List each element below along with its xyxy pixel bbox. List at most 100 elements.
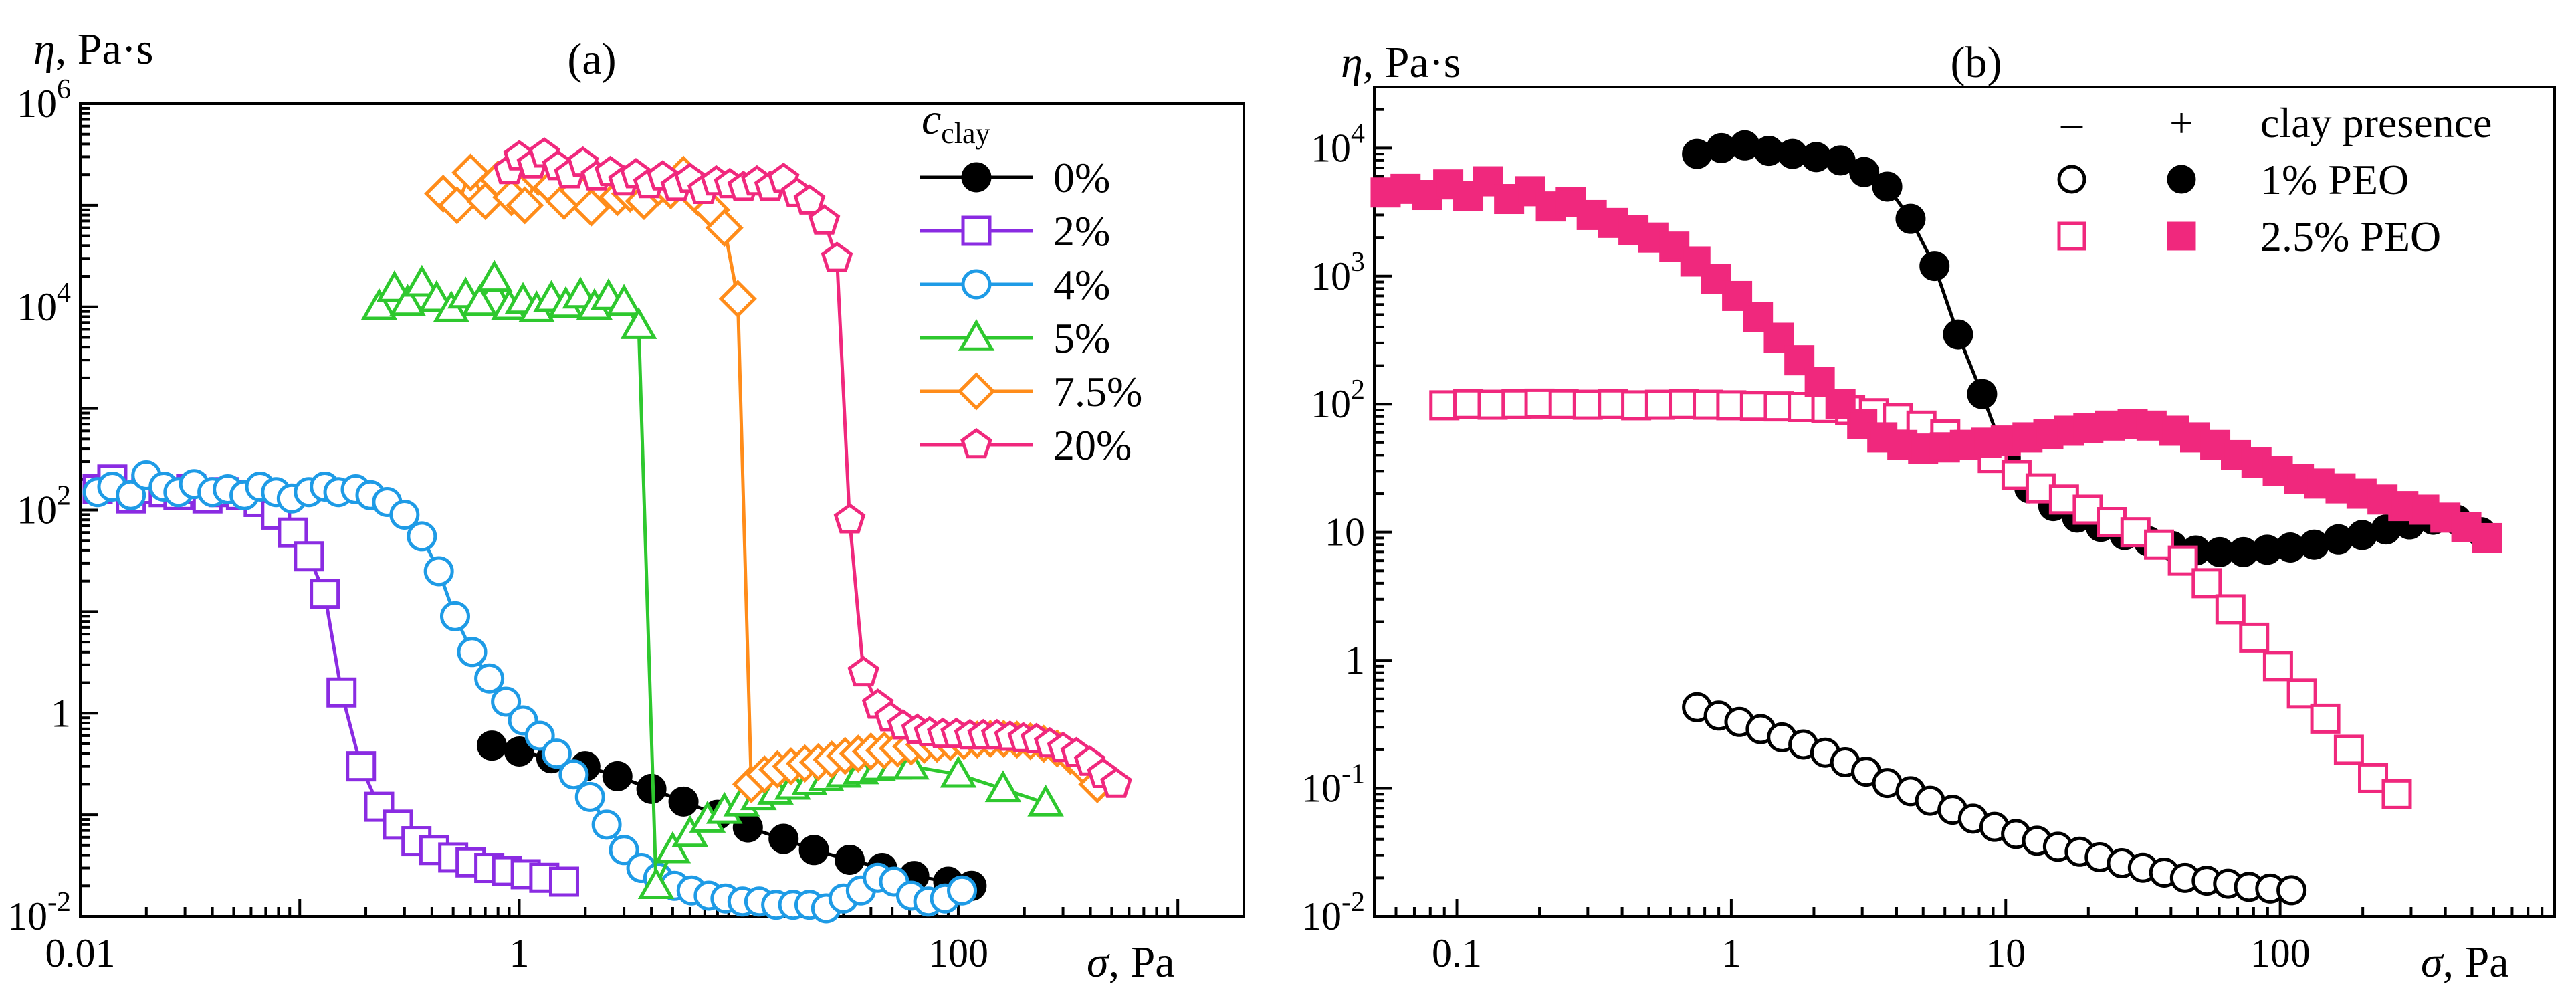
data-point <box>1895 203 1926 234</box>
data-point <box>2298 529 2329 560</box>
data-point <box>2472 522 2503 553</box>
data-point <box>605 284 643 316</box>
data-point <box>609 835 639 866</box>
series-line <box>97 473 963 910</box>
data-point <box>294 541 324 572</box>
data-point <box>2333 734 2364 765</box>
data-point <box>2310 703 2341 734</box>
y-tick-label: 103 <box>1311 247 1365 298</box>
data-point <box>2215 594 2246 625</box>
data-point <box>2276 875 2307 906</box>
data-point <box>847 656 880 687</box>
data-point <box>558 759 589 790</box>
data-point <box>793 184 826 215</box>
data-point <box>2001 460 2032 490</box>
x-tick-label: 100 <box>2250 931 2311 975</box>
y-tick-label: 10 <box>1325 510 1365 555</box>
legend-marker-with-clay <box>2167 221 2196 251</box>
data-point <box>461 284 498 316</box>
series-b-2 <box>1429 388 2412 809</box>
data-point <box>474 663 505 694</box>
panel-b: 0.1 1 10 100 10-2 10-1 1 10 102 103 104 (b) η, Pa·… <box>1301 38 2556 987</box>
x-tick-label: 1 <box>509 931 529 975</box>
data-point <box>718 280 757 318</box>
legend-marker-no-clay <box>2057 221 2086 251</box>
data-point <box>439 601 470 631</box>
legend-label: 7.5% <box>1053 368 1142 415</box>
series-b-3 <box>1370 166 2503 553</box>
panel-a-title: (a) <box>567 35 616 84</box>
data-point <box>407 521 437 552</box>
data-point <box>1027 784 1064 817</box>
data-point <box>1967 379 1998 409</box>
panel-b-legend: – + clay presence 1% PEO 2.5% PEO <box>2057 99 2492 260</box>
panel-b-series <box>1370 130 2503 906</box>
panel-b-title: (b) <box>1951 38 2002 87</box>
data-point <box>389 499 420 530</box>
data-point <box>1524 388 1555 419</box>
data-point <box>1729 130 1760 161</box>
data-point <box>1801 142 1832 173</box>
data-point <box>654 831 691 864</box>
data-point <box>940 755 977 788</box>
legend-marker <box>958 318 995 351</box>
data-point <box>574 781 605 812</box>
data-point <box>668 786 699 817</box>
data-point <box>1453 389 1484 419</box>
series-b-0 <box>1682 692 2307 906</box>
data-point <box>1722 280 1753 311</box>
data-point <box>1849 157 1880 187</box>
data-point <box>326 677 357 708</box>
y-tick-label: 104 <box>1311 118 1365 170</box>
panel-a-y-axis-label: η, Pa·s <box>33 25 153 74</box>
y-tick-label: 106 <box>17 74 71 126</box>
data-point <box>1825 145 1856 176</box>
data-point <box>506 186 544 225</box>
data-point <box>798 835 829 866</box>
data-point <box>602 761 633 791</box>
data-point <box>360 288 398 320</box>
x-tick-label: 100 <box>928 931 988 975</box>
panel-a: 0.01 1 100 10-2 1 102 104 106 (a) η, Pa·s σ, Pa… <box>7 25 1245 987</box>
y-tick-label: 1 <box>1345 638 1365 682</box>
panel-b-legend-label-2p5pct-peo: 2.5% PEO <box>2260 213 2441 260</box>
data-point <box>2381 779 2412 809</box>
series-line <box>508 151 1117 786</box>
panel-a-ticks: 0.01 1 100 10-2 1 102 104 106 <box>7 74 1245 975</box>
legend-label: 4% <box>1053 261 1110 308</box>
data-point <box>457 637 488 668</box>
data-point <box>541 738 572 769</box>
data-point <box>491 686 522 717</box>
panel-a-x-axis-label: σ, Pa <box>1087 938 1175 987</box>
panel-b-y-axis-label: η, Pa·s <box>1341 38 1461 87</box>
data-point <box>116 480 146 510</box>
legend-marker-with-clay <box>2167 165 2196 194</box>
data-point <box>835 845 865 876</box>
panel-b-legend-header-label: clay presence <box>2260 99 2492 146</box>
series-line <box>378 275 1047 887</box>
legend-marker <box>960 427 992 459</box>
data-point <box>2286 678 2317 709</box>
data-point <box>278 517 308 548</box>
data-point <box>310 579 340 609</box>
data-point <box>451 153 490 192</box>
series-a-5 <box>493 137 1132 798</box>
y-tick-label: 10-2 <box>1301 887 1365 938</box>
data-point <box>984 770 1022 803</box>
panel-b-legend-header-plus: + <box>2169 99 2193 146</box>
data-point <box>548 866 579 897</box>
legend-label: 2% <box>1053 207 1110 255</box>
data-point <box>524 720 555 751</box>
y-tick-label: 1 <box>51 691 71 735</box>
data-point <box>389 284 426 316</box>
data-point <box>1572 389 1603 420</box>
panel-a-legend-title: cclay <box>922 95 990 150</box>
x-tick-label: 10 <box>1985 931 2026 975</box>
data-point <box>833 503 866 534</box>
data-point <box>808 204 841 235</box>
data-point <box>2239 622 2270 653</box>
data-point <box>346 751 377 782</box>
panel-a-series <box>82 137 1132 924</box>
data-point <box>475 260 513 292</box>
